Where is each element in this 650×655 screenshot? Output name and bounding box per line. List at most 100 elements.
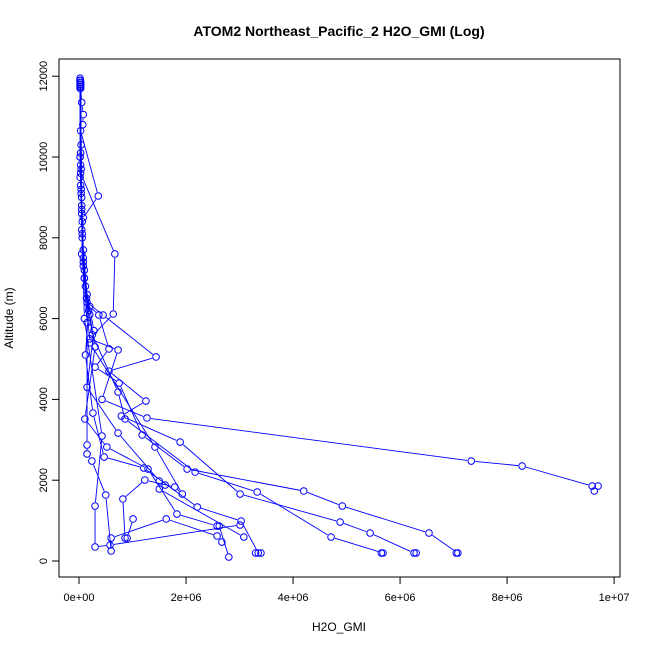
series-line-segment [150, 472, 175, 510]
data-point [214, 533, 221, 540]
x-tick-label: 6e+06 [385, 592, 416, 604]
series-line-segment [201, 508, 237, 520]
profile-3 [77, 77, 461, 556]
x-axis-label: H2O_GMI [312, 620, 366, 634]
data-point [90, 410, 97, 417]
profile-6 [77, 83, 232, 560]
series-line-segment [126, 483, 142, 497]
y-tick-label: 8000 [38, 226, 50, 250]
data-point [143, 398, 150, 405]
data-point [144, 415, 151, 422]
series-line-segment [344, 523, 366, 531]
series-line-segment [163, 491, 241, 535]
data-point [82, 352, 89, 359]
series-line-segment [128, 421, 192, 469]
data-point [226, 554, 233, 561]
data-point [92, 503, 99, 510]
x-tick-label: 1e+07 [599, 592, 630, 604]
profile-8 [77, 77, 225, 554]
data-point [108, 535, 115, 542]
data-point [174, 511, 181, 518]
data-point [89, 458, 96, 465]
series-line-segment [183, 445, 237, 492]
series-line-segment [243, 525, 256, 550]
series-line-segment [100, 319, 108, 345]
y-tick-label: 2000 [38, 468, 50, 492]
series-line-segment [128, 523, 132, 534]
x-tick-label: 0e+00 [64, 592, 95, 604]
y-axis: 0 2000 4000 6000 8000 10000 12000 [38, 61, 59, 564]
profile-1 [77, 75, 420, 556]
data-point [99, 433, 106, 440]
data-point [519, 463, 526, 470]
data-point [142, 477, 149, 484]
data-point [237, 491, 244, 498]
data-point [115, 430, 122, 437]
series-line-segment [93, 309, 96, 312]
data-point [328, 534, 335, 541]
series-line-segment [145, 437, 184, 466]
series-line-segment [123, 503, 125, 534]
x-tick-label: 4e+06 [278, 592, 309, 604]
series-line-segment [475, 461, 518, 465]
data-point [110, 311, 117, 318]
series-line-segment [261, 494, 328, 535]
series-line-segment [178, 490, 180, 492]
data-point [337, 519, 344, 526]
data-point [115, 347, 122, 354]
series-line-segment [99, 546, 106, 547]
data-point [84, 451, 91, 458]
data-point [92, 544, 99, 551]
data-point [254, 489, 261, 496]
chart-title: ATOM2 Northeast_Pacific_2 H2O_GMI (Log) [193, 23, 484, 39]
data-point [139, 432, 146, 439]
series-line-segment [526, 467, 588, 485]
series-line-segment [374, 535, 411, 552]
y-tick-label: 6000 [38, 306, 50, 330]
series-line-segment [82, 177, 113, 250]
series-line-segment [307, 492, 338, 504]
data-point [104, 444, 111, 451]
data-point [192, 469, 199, 476]
data-point [78, 99, 85, 106]
y-tick-label: 12000 [38, 61, 50, 92]
profile-4 [77, 85, 386, 556]
y-tick-label: 0 [38, 558, 50, 564]
y-tick-label: 4000 [38, 387, 50, 411]
series-line-segment [191, 470, 300, 490]
y-axis-label: Altitude (m) [2, 287, 16, 348]
data-point [163, 516, 170, 523]
series-line-segment [220, 530, 227, 553]
data-point [300, 488, 307, 495]
series-line-segment [113, 358, 152, 370]
data-point [99, 396, 106, 403]
profile-7 [77, 81, 247, 540]
x-tick-label: 8e+06 [492, 592, 523, 604]
profile-2 [77, 81, 602, 494]
data-point [171, 484, 178, 491]
plot-frame [59, 59, 620, 577]
series-line-segment [244, 495, 336, 521]
data-point [426, 530, 433, 537]
data-point [468, 458, 475, 465]
series-line-segment [432, 535, 454, 550]
data-point [184, 466, 191, 473]
series-line-segment [115, 520, 163, 536]
data-point [130, 516, 137, 523]
data-point [101, 454, 108, 461]
series-line-segment [113, 258, 114, 310]
data-point [96, 312, 103, 319]
series-line-segment [335, 538, 379, 552]
data-point [120, 496, 127, 503]
data-point [102, 492, 109, 499]
data-point [84, 442, 91, 449]
y-tick-label: 10000 [38, 142, 50, 173]
data-point [108, 548, 115, 555]
data-point [177, 439, 184, 446]
series-line-segment [106, 317, 153, 354]
data-point [112, 251, 119, 258]
data-series [77, 75, 602, 560]
data-point [153, 354, 160, 361]
